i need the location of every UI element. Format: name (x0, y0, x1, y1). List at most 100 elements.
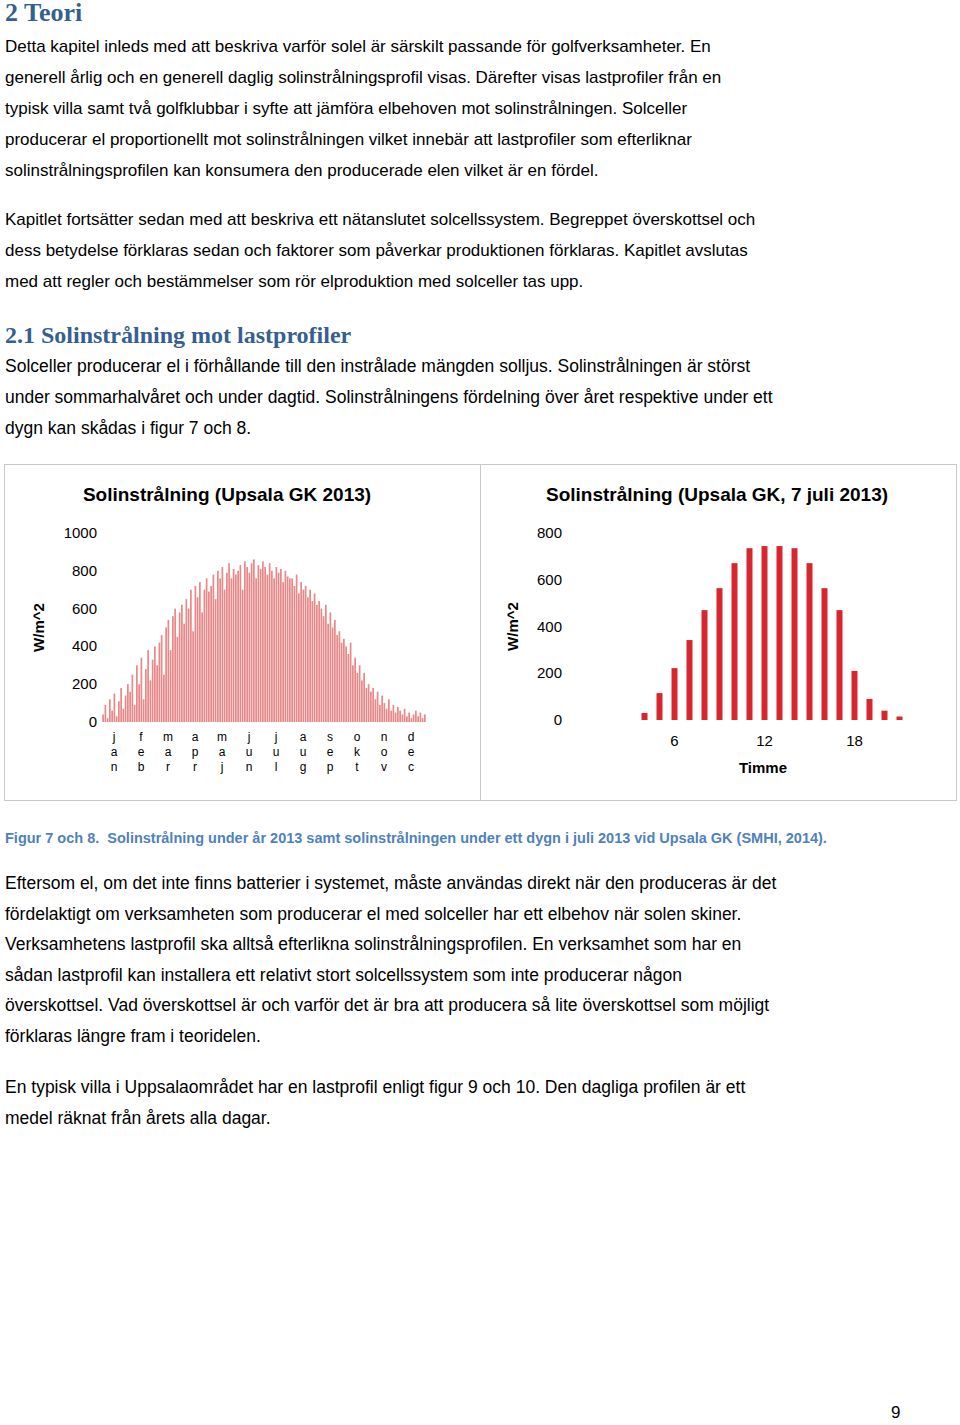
text-line: Detta kapitel inleds med att beskriva va… (5, 32, 711, 62)
chart-frame (5, 465, 481, 801)
y-axis-label: W/m^2 (30, 603, 47, 652)
bar (156, 665, 158, 722)
x-tick-label: 18 (846, 732, 863, 749)
text-line: Eftersom el, om det inte finns batterier… (5, 868, 776, 898)
bar (264, 567, 266, 722)
y-tick-label: 1000 (64, 524, 97, 541)
bar (386, 709, 388, 722)
bar (390, 711, 392, 722)
bar (246, 567, 248, 722)
bar (217, 571, 219, 722)
letter: a (165, 745, 172, 759)
letter: j (220, 760, 224, 774)
bar (298, 593, 300, 722)
bar (116, 716, 118, 722)
letter: a (192, 730, 199, 744)
bar (309, 590, 311, 722)
bar (377, 692, 379, 722)
bar (215, 599, 217, 722)
y-tick-label: 400 (537, 618, 562, 635)
bar (361, 680, 363, 722)
bar (174, 609, 176, 722)
bar (197, 597, 199, 722)
letter: j (247, 730, 251, 744)
y-tick-label: 600 (537, 571, 562, 588)
bar (276, 567, 278, 722)
bar (411, 718, 413, 722)
letter: t (355, 760, 359, 774)
x-tick-label: jul (273, 730, 280, 774)
bar (762, 546, 768, 720)
chart: Solinstrålning (Upsala GK, 7 juli 2013)W… (504, 484, 903, 776)
bar (226, 573, 228, 722)
bar (379, 705, 381, 722)
letter: j (112, 730, 116, 744)
bar (406, 716, 408, 722)
caption-text: Solinstrålning under år 2013 samt solins… (107, 830, 827, 846)
text-line: generell årlig och en generell daglig so… (5, 63, 721, 93)
letter: f (139, 730, 143, 744)
bar (163, 675, 165, 722)
bar (420, 713, 422, 722)
x-axis-label: Timme (739, 759, 787, 776)
bar (314, 593, 316, 722)
section-heading: 2.1 Solinstrålning mot lastprofiler (5, 319, 351, 351)
bar (341, 643, 343, 722)
bar (224, 590, 226, 722)
bar (316, 605, 318, 722)
bar (354, 658, 356, 722)
letter: j (274, 730, 278, 744)
letter: s (327, 730, 333, 744)
bar (228, 563, 230, 722)
bar (249, 573, 251, 722)
bar (393, 705, 395, 722)
x-tick-label: apr (192, 730, 199, 774)
text-line: fördelaktigt om verksamheten som produce… (5, 899, 741, 929)
x-tick-label: nov (381, 730, 388, 774)
bar (348, 654, 350, 722)
bar (334, 620, 336, 722)
bar (289, 578, 291, 722)
letter: p (327, 760, 334, 774)
bar (415, 711, 417, 722)
bar (300, 582, 302, 722)
bar (597, 720, 603, 721)
bar (657, 693, 663, 720)
x-tick-label: 12 (756, 732, 773, 749)
bar (154, 646, 156, 722)
figure: Solinstrålning (Upsala GK 2013)W/m^20200… (4, 464, 958, 802)
bar (612, 720, 618, 721)
bar (296, 575, 298, 722)
bar (145, 669, 147, 722)
letter: e (408, 745, 415, 759)
letter: u (300, 745, 307, 759)
bar (127, 684, 129, 722)
bar (251, 563, 253, 722)
bar (792, 548, 798, 720)
bar (195, 586, 197, 722)
y-axis-label: W/m^2 (504, 602, 521, 651)
bar (179, 612, 181, 722)
bar (253, 559, 255, 722)
bar (267, 575, 269, 722)
bar (192, 631, 194, 722)
bar (280, 569, 282, 722)
bar (120, 688, 122, 722)
bar (303, 590, 305, 722)
page-number: 9 (891, 1403, 900, 1423)
text-line: producerar el proportionellt mot solinst… (5, 125, 692, 155)
letter: a (300, 730, 307, 744)
caption-space (99, 830, 107, 846)
chart: Solinstrålning (Upsala GK 2013)W/m^20200… (30, 484, 426, 774)
bar (345, 646, 347, 722)
letter: e (327, 745, 334, 759)
bar (201, 612, 203, 722)
x-tick-label: sep (327, 730, 334, 774)
text-line: Kapitlet fortsätter sedan med att beskri… (5, 205, 755, 235)
bar (177, 637, 179, 722)
bar (321, 609, 323, 722)
bar (278, 573, 280, 722)
bar (336, 635, 338, 722)
letter: u (246, 745, 253, 759)
letter: d (408, 730, 415, 744)
